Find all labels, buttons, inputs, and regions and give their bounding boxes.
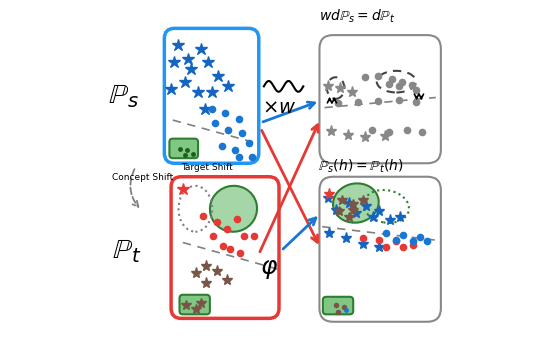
FancyBboxPatch shape	[323, 297, 353, 314]
Text: Concept Shift: Concept Shift	[112, 173, 174, 182]
Text: Target Shift: Target Shift	[181, 163, 233, 172]
Text: $\mathbb{P}_s$: $\mathbb{P}_s$	[108, 82, 140, 110]
Text: $\mathbb{P}_t$: $\mathbb{P}_t$	[112, 237, 141, 265]
Text: $\mathbb{P}_s(h) = \mathbb{P}_t(h)$: $\mathbb{P}_s(h) = \mathbb{P}_t(h)$	[318, 158, 403, 175]
Ellipse shape	[210, 186, 257, 232]
FancyBboxPatch shape	[180, 295, 210, 314]
Ellipse shape	[333, 183, 379, 223]
FancyBboxPatch shape	[170, 139, 198, 158]
Text: $wd\mathbb{P}_s = d\mathbb{P}_t$: $wd\mathbb{P}_s = d\mathbb{P}_t$	[320, 8, 396, 25]
Text: $\varphi$: $\varphi$	[260, 258, 278, 281]
Text: $\times w$: $\times w$	[262, 99, 296, 117]
